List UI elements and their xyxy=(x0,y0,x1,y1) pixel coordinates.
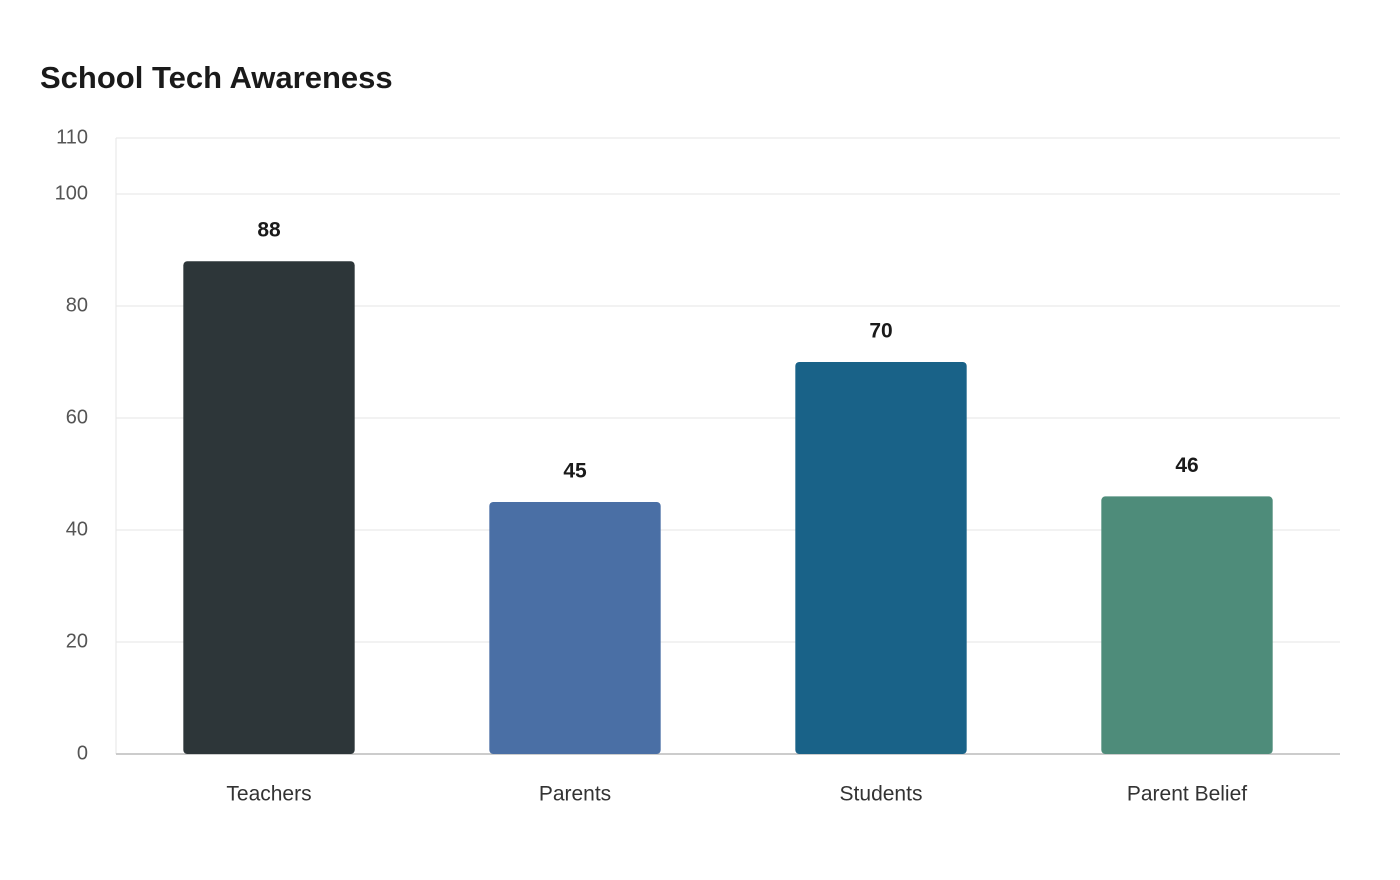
value-label: 70 xyxy=(869,320,892,343)
bar xyxy=(1101,496,1273,754)
value-label: 45 xyxy=(563,460,587,483)
x-tick-label: Parents xyxy=(539,783,611,806)
y-tick-label: 100 xyxy=(55,182,88,204)
bar xyxy=(489,502,661,754)
x-tick-label: Teachers xyxy=(226,783,311,806)
x-tick-label: Students xyxy=(840,783,923,806)
chart-title: School Tech Awareness xyxy=(40,60,393,95)
value-label: 46 xyxy=(1175,454,1198,477)
y-tick-label: 40 xyxy=(66,518,88,540)
y-tick-label: 0 xyxy=(77,742,88,764)
y-tick-label: 80 xyxy=(66,294,88,316)
bar xyxy=(183,261,355,754)
y-tick-label: 20 xyxy=(66,630,88,652)
y-tick-label: 60 xyxy=(66,406,88,428)
x-tick-label: Parent Belief xyxy=(1127,783,1247,806)
y-tick-label: 110 xyxy=(56,126,88,148)
bar xyxy=(795,362,967,754)
value-label: 88 xyxy=(257,219,281,242)
